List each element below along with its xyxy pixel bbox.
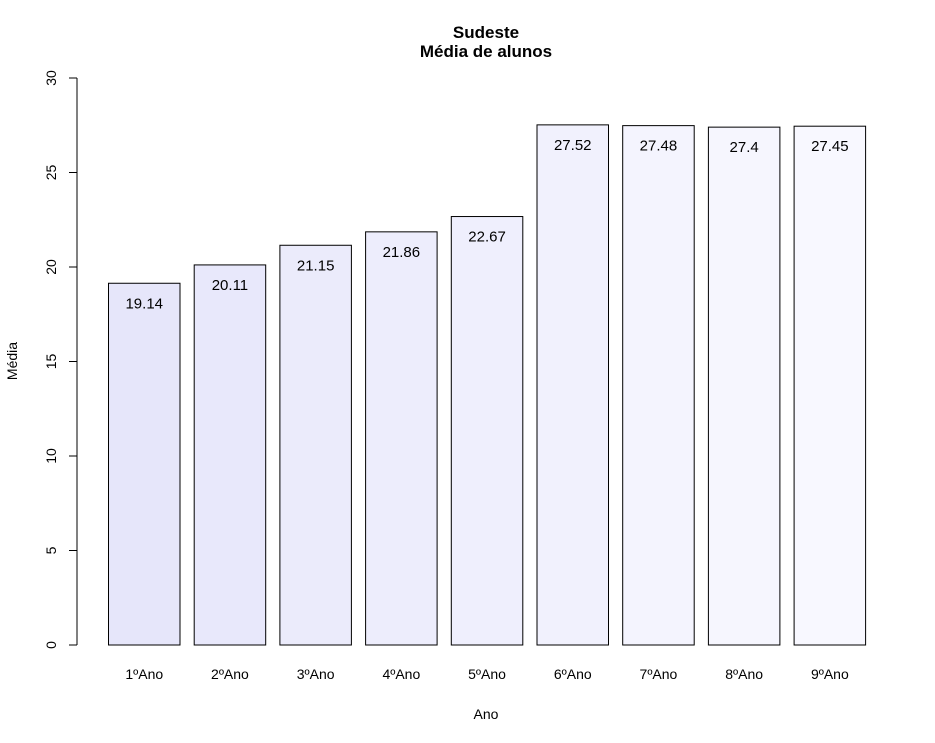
- x-tick-label: 8ºAno: [725, 666, 763, 682]
- x-tick-label: 3ºAno: [297, 666, 335, 682]
- bar: [365, 231, 438, 646]
- bar-data-label: 27.45: [811, 138, 849, 155]
- bar-data-label: 22.67: [468, 229, 506, 246]
- x-tick-label: 9ºAno: [811, 666, 849, 682]
- chart-title: Sudeste: [453, 23, 519, 42]
- y-tick-label: 5: [43, 546, 59, 554]
- bar: [279, 244, 352, 646]
- bar: [108, 282, 181, 646]
- data-labels-group: 19.14 20.11 21.15 21.86 22.67 27.52 27.48 27.4 2…: [125, 137, 848, 312]
- bar-data-label: 27.4: [730, 139, 759, 156]
- bar: [707, 126, 781, 646]
- y-tick-label: 10: [43, 448, 59, 464]
- y-axis-label: Média: [4, 342, 20, 380]
- bar-data-label: 27.48: [640, 138, 678, 155]
- y-tick-label: 25: [43, 165, 59, 181]
- y-tick-label: 20: [43, 259, 59, 275]
- chart-subtitle: Média de alunos: [420, 42, 552, 61]
- bar-data-label: 19.14: [125, 295, 163, 312]
- bar-data-label: 27.52: [554, 137, 592, 154]
- x-axis-label: Ano: [474, 706, 499, 722]
- x-tick-label: 6ºAno: [554, 666, 592, 682]
- y-tick-label: 15: [43, 354, 59, 370]
- x-tick-label: 1ºAno: [125, 666, 163, 682]
- y-tick-label: 30: [43, 70, 59, 86]
- bars-group: [108, 124, 867, 646]
- bar: [193, 264, 267, 646]
- x-tick-label: 5ºAno: [468, 666, 506, 682]
- bar: [536, 124, 609, 646]
- y-axis-ticks: 0 5 10 15 20 25 30: [43, 70, 77, 649]
- bar-data-label: 21.15: [297, 257, 335, 274]
- x-tick-label: 2ºAno: [211, 666, 249, 682]
- x-axis-tick-labels: 1ºAno 2ºAno 3ºAno 4ºAno 5ºAno 6ºAno 7ºAno 8ºAno…: [125, 666, 849, 682]
- bar: [450, 216, 524, 646]
- bar-data-label: 21.86: [383, 244, 421, 261]
- x-tick-label: 7ºAno: [640, 666, 678, 682]
- bar-data-label: 20.11: [212, 277, 248, 294]
- x-tick-label: 4ºAno: [382, 666, 420, 682]
- bar: [622, 125, 695, 646]
- y-tick-label: 0: [43, 641, 59, 649]
- bar: [793, 125, 867, 646]
